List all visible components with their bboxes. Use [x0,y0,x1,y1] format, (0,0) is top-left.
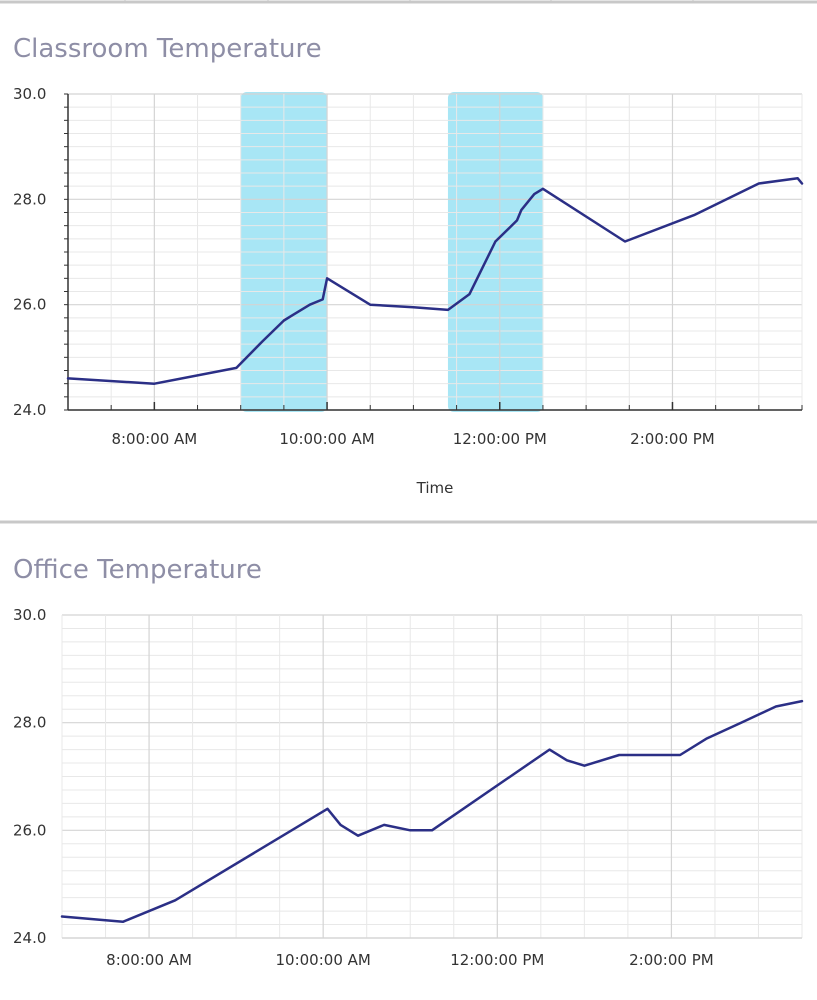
grid [61,614,803,939]
y-tick-label: 24.0 [13,929,46,947]
series-line [60,699,804,924]
y-tick-label: 30.0 [13,606,46,624]
x-tick-label: 8:00:00 AM [111,430,197,448]
x-tick-label: 8:00:00 AM [106,951,192,969]
office-chart: Office Temperature 24.0 26.0 28.0 30.0 8:00… [13,555,804,969]
y-tick-label: 28.0 [13,714,46,732]
x-tick-label: 2:00:00 PM [630,430,715,448]
y-tick-label: 26.0 [13,821,46,839]
x-tick-label: 10:00:00 AM [279,430,374,448]
chart-title: Classroom Temperature [13,34,322,64]
axes [64,93,803,411]
x-tick-labels: 8:00:00 AM 10:00:00 AM 12:00:00 PM 2:00:00 … [106,951,714,969]
x-axis-title: Time [416,479,454,497]
x-tick-label: 12:00:00 PM [453,430,547,448]
y-tick-labels: 24.0 26.0 28.0 30.0 [13,85,46,419]
classroom-chart: Classroom Temperature 24.0 26.0 28.0 30.0 8… [13,34,804,497]
series [60,699,804,924]
x-tick-label: 10:00:00 AM [276,951,371,969]
y-tick-label: 26.0 [13,296,46,314]
x-tick-labels: 8:00:00 AM 10:00:00 AM 12:00:00 PM 2:00:00 … [111,430,714,448]
y-tick-label: 30.0 [13,85,46,103]
series-line [66,177,804,385]
series [66,177,804,385]
x-tick-label: 2:00:00 PM [629,951,714,969]
y-tick-label: 24.0 [13,401,46,419]
y-tick-labels: 24.0 26.0 28.0 30.0 [13,606,46,947]
chart-title: Office Temperature [13,555,262,585]
top-border [0,0,817,4]
grid [67,93,803,411]
y-tick-label: 28.0 [13,190,46,208]
x-tick-label: 12:00:00 PM [450,951,544,969]
